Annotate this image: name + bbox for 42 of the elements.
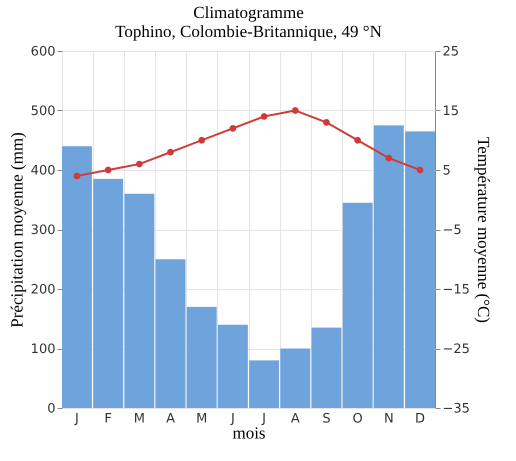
point [230,125,236,132]
point [167,148,174,156]
point [260,113,268,120]
point [354,136,362,144]
point [104,166,112,174]
x-tick-label: J [261,412,266,426]
y-tick-label: 100 [30,342,56,357]
y-tick-label: 500 [30,104,56,119]
y2-tick-label: 25 [442,44,460,60]
y2-tick-label: −15 [442,282,470,298]
chart-title: Climatogramme [193,3,304,22]
point [323,119,330,126]
y2-tick-label: 15 [442,104,460,119]
point [198,136,206,144]
point [74,172,80,180]
point [136,160,143,168]
y2-axis-title: Température moyenne (°C) [474,137,493,323]
x-tick-label: M [196,412,208,426]
y-axis-title: Précipitation moyenne (mm) [8,132,27,328]
x-tick-label: A [290,412,300,426]
point [385,154,392,162]
x-tick-label: M [134,412,145,426]
x-tick-label: A [166,412,176,426]
y2-tick-label: 5 [442,164,451,178]
point [416,166,424,174]
y-tick-label: 0 [47,402,56,416]
y-tick-label: 300 [30,223,56,238]
point [292,107,299,114]
x-tick-label: O [352,412,363,426]
y2-tick-label: −5 [442,223,462,238]
y-tick-label: 600 [30,44,56,60]
y2-tick-label: −35 [442,402,470,416]
x-tick-label: D [415,412,426,426]
y-tick-label: 200 [30,282,56,298]
x-tick-label: J [230,412,235,426]
x-tick-label: S [322,412,331,426]
x-tick-label: N [384,412,394,426]
x-tick-label: F [104,412,112,426]
y-tick-label: 400 [30,164,56,178]
y2-tick-label: −25 [442,342,470,357]
chart-subtitle: Tophino, Colombie-Britannique, 49 °N [115,22,382,41]
x-tick-label: J [74,412,79,426]
